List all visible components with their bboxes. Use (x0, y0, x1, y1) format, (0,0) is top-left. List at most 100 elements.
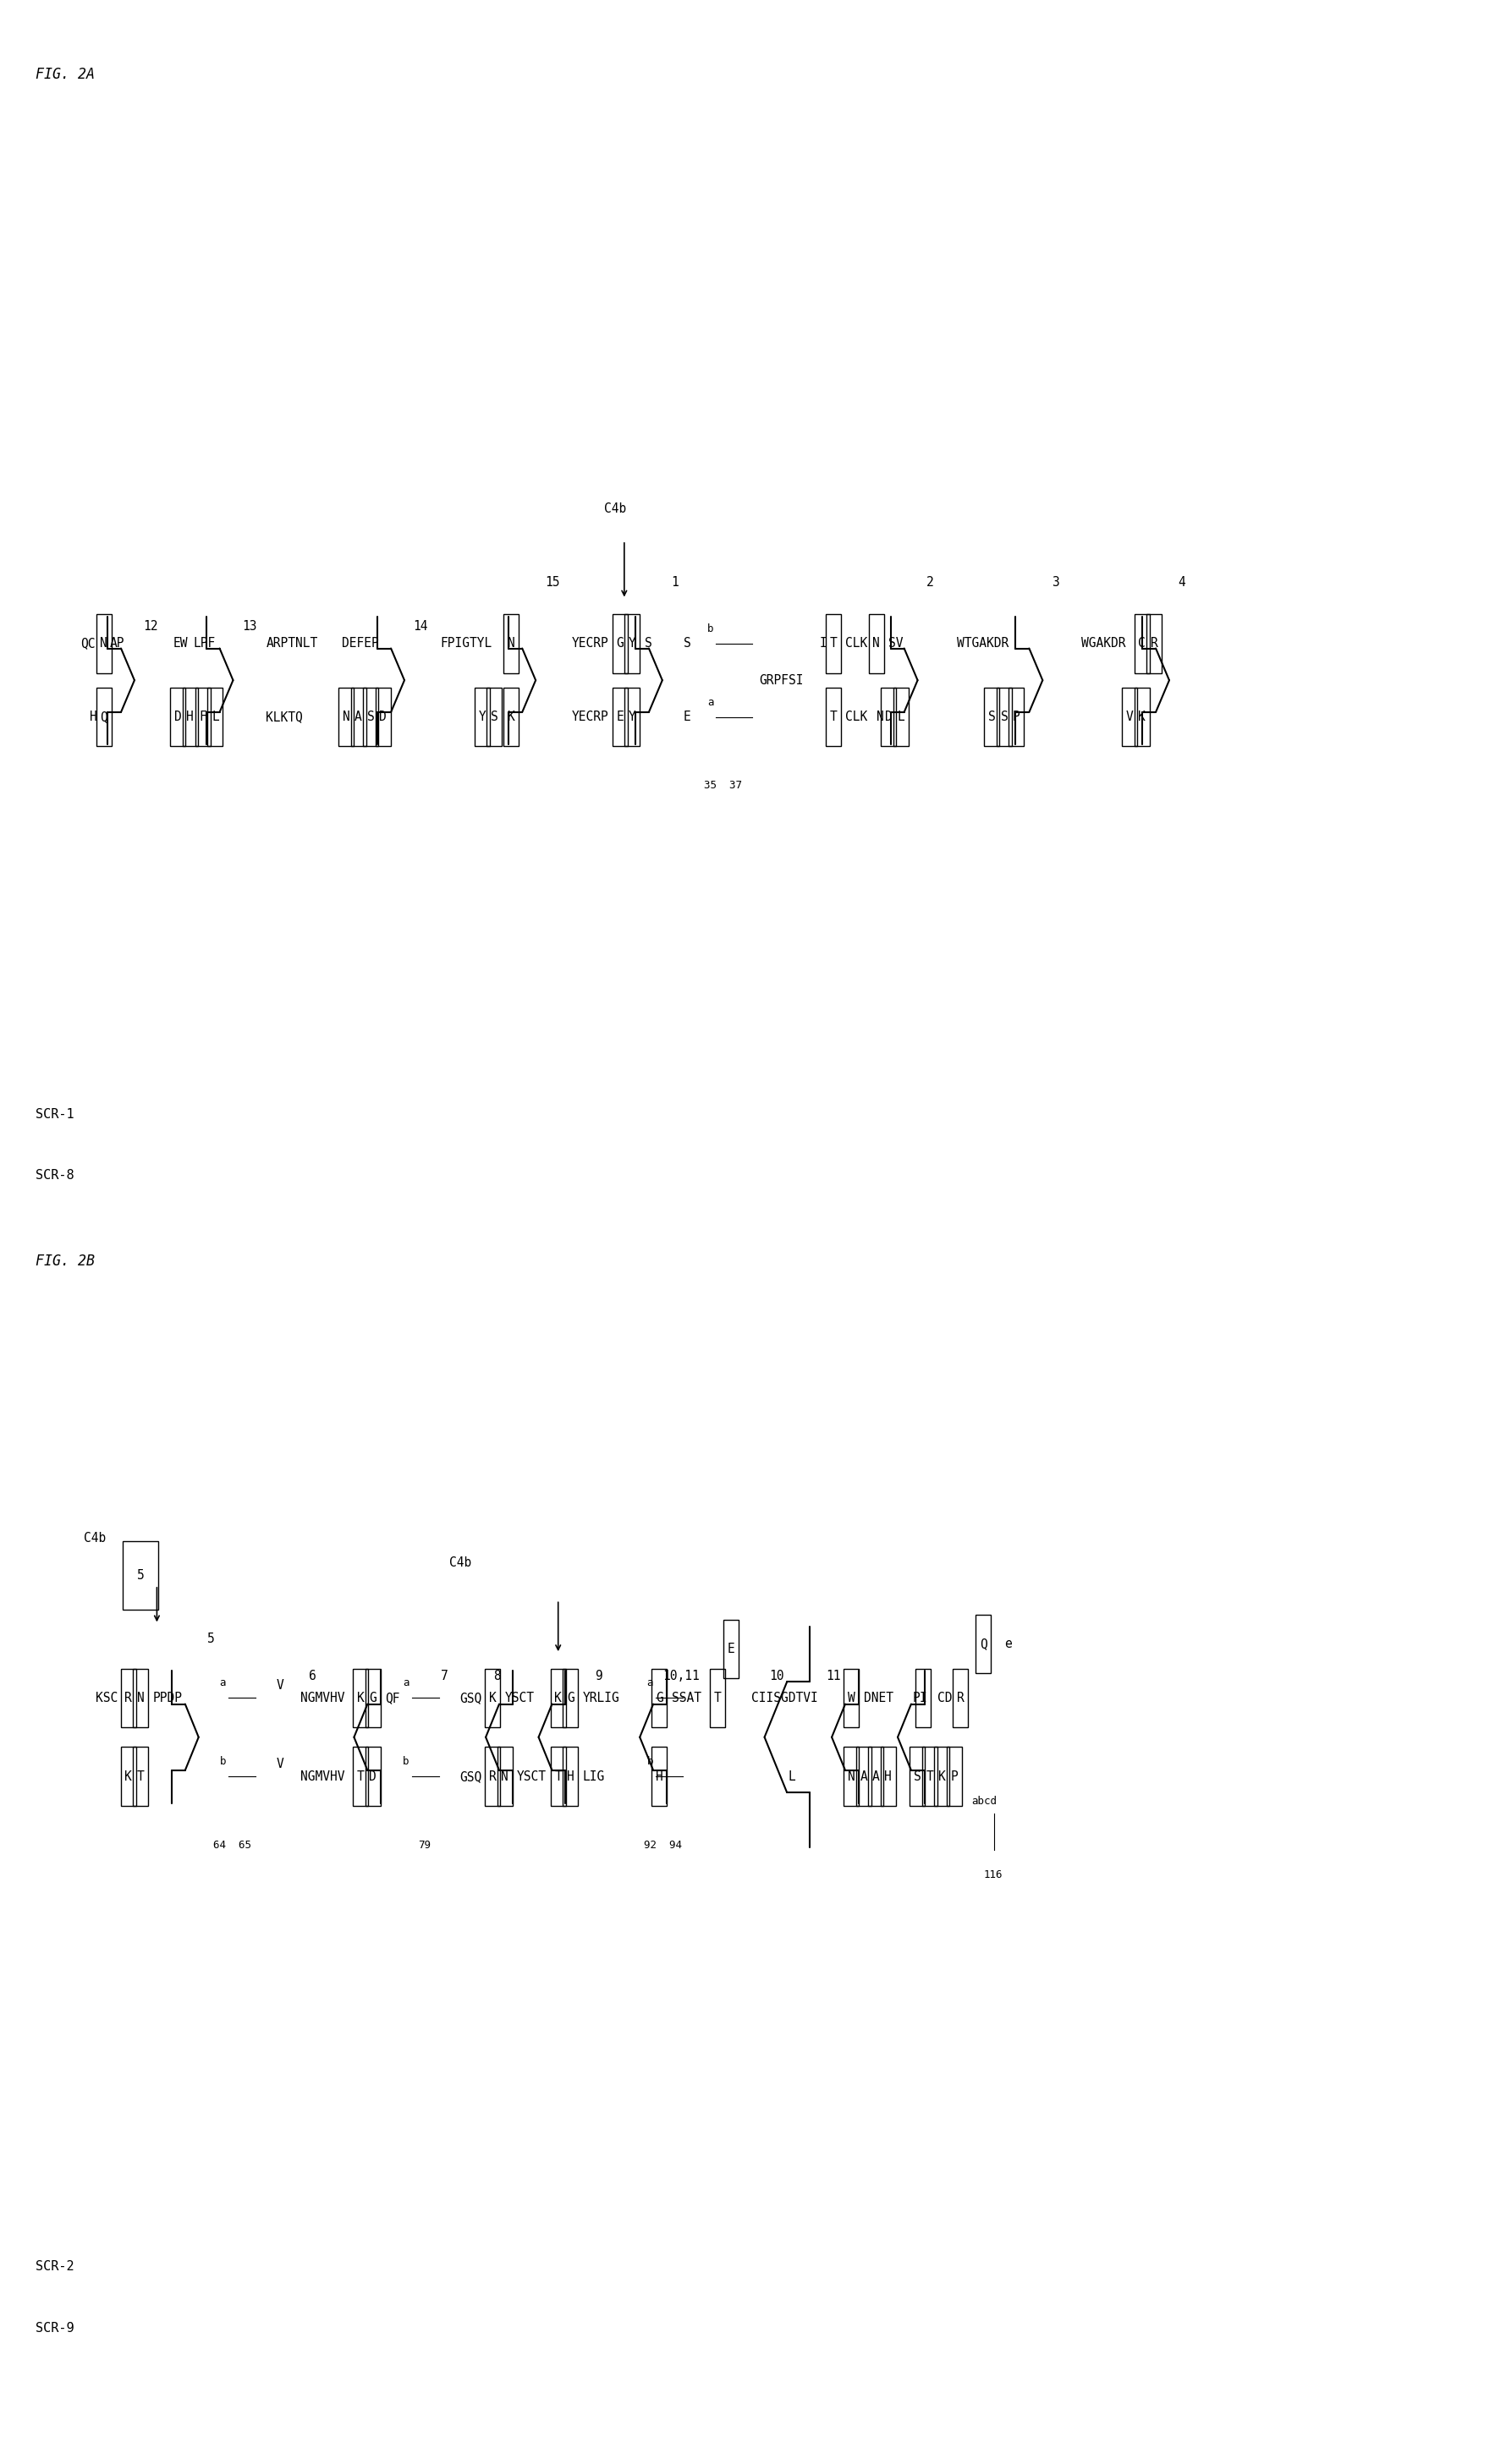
Text: N: N (848, 1769, 854, 1784)
Text: G: G (369, 1693, 376, 1705)
Text: N: N (872, 638, 880, 650)
Text: Q: Q (979, 1639, 986, 1651)
Text: K: K (1137, 710, 1145, 724)
Text: 12: 12 (143, 621, 158, 633)
Text: E: E (727, 1643, 735, 1656)
Text: 79: 79 (417, 1841, 431, 1850)
Text: T: T (357, 1769, 364, 1784)
Text: R: R (488, 1769, 495, 1784)
Text: H: H (655, 1769, 663, 1784)
Text: G: G (655, 1693, 663, 1705)
Text: 10,11: 10,11 (663, 1671, 699, 1683)
Text: a: a (220, 1678, 226, 1688)
Text: abcd: abcd (971, 1796, 995, 1806)
Text: b: b (402, 1757, 410, 1767)
Text: L: L (211, 710, 218, 724)
Text: W: W (848, 1693, 854, 1705)
Text: S: S (1000, 710, 1008, 724)
Text: G: G (566, 1693, 574, 1705)
Text: A: A (354, 710, 361, 724)
Text: b: b (220, 1757, 226, 1767)
Text: 5: 5 (208, 1634, 215, 1646)
Text: L: L (896, 710, 904, 724)
Text: b: b (646, 1757, 654, 1767)
Text: a: a (706, 697, 714, 707)
Text: 6: 6 (309, 1671, 316, 1683)
Text: C4b: C4b (83, 1533, 105, 1545)
Text: A: A (860, 1769, 867, 1784)
Text: E: E (682, 710, 690, 724)
Text: 9: 9 (595, 1671, 602, 1683)
Text: D: D (175, 710, 182, 724)
Text: 1: 1 (670, 577, 678, 589)
Text: D: D (380, 710, 387, 724)
Text: NGMVHV: NGMVHV (300, 1769, 345, 1784)
Text: A: A (872, 1769, 880, 1784)
Text: I: I (819, 638, 827, 650)
Text: C4b: C4b (449, 1557, 471, 1570)
Text: QC: QC (81, 638, 95, 650)
Text: Y: Y (477, 710, 485, 724)
Text: 8: 8 (494, 1671, 501, 1683)
Text: H: H (187, 710, 194, 724)
Text: WTGAKDR: WTGAKDR (956, 638, 1008, 650)
Text: CLK: CLK (845, 710, 867, 724)
Text: GRPFSI: GRPFSI (759, 673, 804, 687)
Text: NGMVHV: NGMVHV (300, 1693, 345, 1705)
Text: N: N (137, 1693, 145, 1705)
Text: DNET: DNET (863, 1693, 893, 1705)
Text: e: e (1005, 1639, 1012, 1651)
Text: Y: Y (628, 710, 636, 724)
Text: K: K (554, 1693, 562, 1705)
Text: 13: 13 (242, 621, 256, 633)
Text: L: L (788, 1769, 795, 1784)
Text: CIISGDTVI: CIISGDTVI (751, 1693, 818, 1705)
Text: SSAT: SSAT (672, 1693, 700, 1705)
Text: YECRP: YECRP (571, 638, 608, 650)
Text: C: C (1137, 638, 1145, 650)
Text: PPDP: PPDP (152, 1693, 182, 1705)
Text: YECRP: YECRP (571, 710, 608, 724)
Text: H: H (566, 1769, 574, 1784)
Text: D: D (369, 1769, 376, 1784)
Text: K: K (938, 1769, 944, 1784)
Text: K: K (488, 1693, 495, 1705)
Text: ARPTNLT: ARPTNLT (267, 638, 318, 650)
Text: K: K (508, 710, 515, 724)
Text: Y: Y (628, 638, 636, 650)
Text: 92  94: 92 94 (643, 1841, 682, 1850)
Text: 4: 4 (1178, 577, 1185, 589)
Text: N: N (508, 638, 515, 650)
Text: 3: 3 (1051, 577, 1059, 589)
Text: S: S (988, 710, 995, 724)
Text: LIG: LIG (583, 1769, 604, 1784)
Text: N: N (875, 710, 883, 724)
Text: WGAKDR: WGAKDR (1081, 638, 1125, 650)
Text: H: H (90, 710, 98, 724)
Text: SV: SV (889, 638, 902, 650)
Text: V: V (276, 1757, 283, 1772)
Text: R: R (956, 1693, 964, 1705)
Text: SCR-9: SCR-9 (36, 2321, 74, 2333)
Text: YSCT: YSCT (505, 1693, 535, 1705)
Text: SCR-2: SCR-2 (36, 2259, 74, 2274)
Text: DEFEP: DEFEP (342, 638, 378, 650)
Text: I: I (919, 1693, 926, 1705)
Text: S: S (682, 638, 690, 650)
Text: R: R (125, 1693, 133, 1705)
Text: AP: AP (110, 638, 123, 650)
Text: E: E (616, 710, 623, 724)
Text: 7: 7 (441, 1671, 449, 1683)
Text: V: V (276, 1680, 283, 1693)
Text: 2: 2 (926, 577, 934, 589)
Text: 64  65: 64 65 (214, 1841, 252, 1850)
Text: S: S (913, 1769, 920, 1784)
Text: KLKTQ: KLKTQ (267, 710, 303, 724)
Text: S: S (367, 710, 373, 724)
Text: 11: 11 (825, 1671, 840, 1683)
Text: CD: CD (937, 1693, 952, 1705)
Text: 5: 5 (137, 1570, 145, 1582)
Text: T: T (714, 1693, 721, 1705)
Text: T: T (137, 1769, 145, 1784)
Text: 116: 116 (983, 1870, 1001, 1880)
